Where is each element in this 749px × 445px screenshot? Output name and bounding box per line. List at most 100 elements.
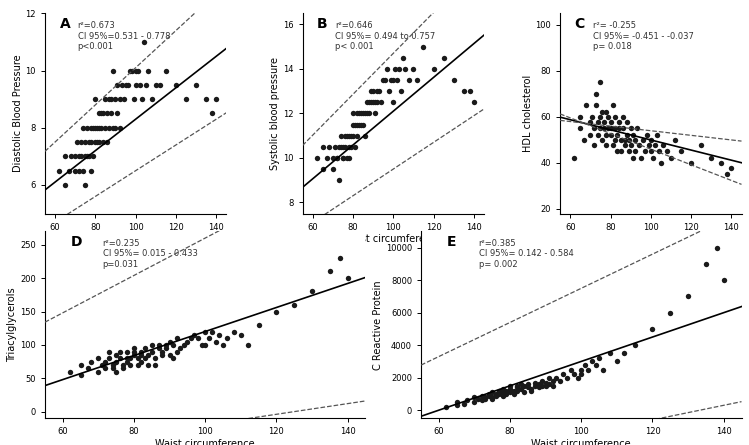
Point (132, 355, 144, 362)
Point (618, 350, 630, 357)
Point (109, 96, 121, 103)
Point (311, 154, 323, 162)
Point (504, 385, 516, 392)
Point (500, 387, 512, 394)
Point (110, 368, 122, 375)
Point (135, 358, 147, 365)
Point (715, 159, 727, 166)
Point (490, 392, 502, 399)
Point (518, 382, 530, 389)
Point (627, 155, 639, 162)
Point (94, 124, 106, 131)
Text: r²=0.673
CI 95%=0.531 - 0.778
p<0.001: r²=0.673 CI 95%=0.531 - 0.778 p<0.001 (78, 21, 170, 51)
Point (365, 99, 377, 106)
Point (515, 380, 527, 388)
Point (586, 358, 598, 365)
Point (616, 125, 628, 132)
Point (133, 81, 145, 89)
Point (345, 132, 357, 139)
Point (139, 355, 151, 362)
Point (595, 79, 607, 86)
Point (479, 394, 491, 401)
Point (634, 155, 646, 162)
Point (100, 124, 112, 131)
Point (365, 88, 377, 95)
Point (327, 166, 339, 173)
Point (622, 136, 634, 143)
Point (482, 390, 494, 397)
Point (189, 331, 201, 338)
Point (160, 67, 172, 74)
Point (522, 384, 534, 391)
Point (343, 154, 355, 162)
Point (101, 138, 113, 146)
Point (345, 143, 357, 150)
Point (106, 365, 118, 372)
Point (375, 99, 387, 106)
Point (526, 387, 538, 394)
Point (613, 118, 625, 125)
Point (377, 77, 389, 84)
Point (619, 141, 631, 148)
Point (335, 255, 347, 262)
Point (353, 110, 365, 117)
Point (494, 390, 506, 397)
Point (536, 382, 548, 389)
Point (574, 113, 586, 121)
Point (234, 331, 246, 338)
Point (150, 81, 162, 89)
Point (100, 365, 112, 372)
Point (351, 110, 363, 117)
Point (472, 395, 484, 402)
Point (596, 136, 608, 143)
Point (167, 341, 179, 348)
Point (598, 118, 610, 125)
Point (479, 395, 491, 402)
Point (397, 54, 409, 61)
Point (157, 348, 169, 355)
Point (411, 77, 423, 84)
Point (543, 374, 555, 381)
Point (589, 361, 601, 368)
Point (574, 125, 586, 132)
Point (63, 167, 75, 174)
Point (228, 328, 240, 335)
Point (590, 90, 602, 97)
Point (206, 110, 218, 117)
Point (92, 355, 104, 362)
Point (82, 365, 94, 372)
Point (77, 167, 89, 174)
Point (192, 335, 204, 342)
Point (522, 380, 534, 388)
Point (508, 387, 520, 394)
Point (391, 77, 403, 84)
Point (568, 371, 580, 378)
Point (504, 389, 516, 396)
Point (711, 244, 723, 251)
Point (121, 81, 133, 89)
Point (347, 132, 359, 139)
Point (448, 77, 460, 84)
Point (82, 153, 94, 160)
Point (73, 167, 85, 174)
Point (589, 141, 601, 148)
Point (726, 164, 738, 171)
Point (706, 155, 718, 162)
Point (647, 155, 659, 162)
Point (675, 148, 687, 155)
Point (329, 143, 341, 150)
Point (486, 389, 498, 396)
Point (121, 355, 133, 362)
Point (106, 96, 118, 103)
Point (153, 341, 165, 348)
Point (91, 124, 103, 131)
Point (107, 124, 119, 131)
Point (490, 390, 502, 397)
Point (73, 153, 85, 160)
Point (347, 121, 359, 128)
Point (160, 341, 172, 348)
Point (610, 148, 622, 155)
Text: r²=0.385
CI 95%= 0.142 - 0.584
p= 0.002: r²=0.385 CI 95%= 0.142 - 0.584 p= 0.002 (479, 239, 574, 269)
Point (342, 275, 354, 282)
Point (399, 65, 411, 73)
